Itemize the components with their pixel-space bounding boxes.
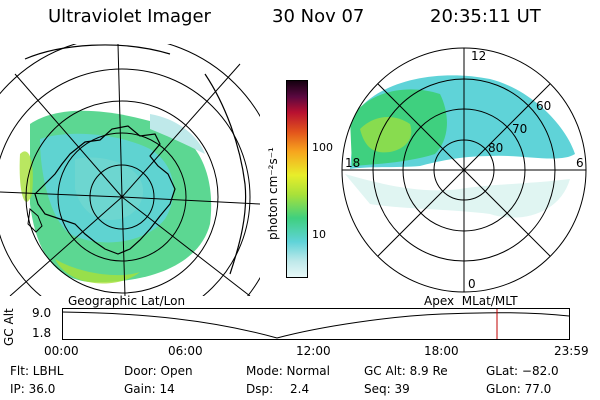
status-dsp-label: Dsp: bbox=[246, 382, 274, 396]
right-map-caption: Apex MLat/MLT bbox=[424, 294, 518, 308]
track-xtick-2359: 23:59 bbox=[554, 344, 589, 358]
status-filter: Flt: LBHL bbox=[10, 364, 64, 378]
track-xtick-0000: 00:00 bbox=[44, 344, 79, 358]
status-seq: Seq: 39 bbox=[364, 382, 410, 396]
time-label: 20:35:11 UT bbox=[430, 6, 541, 27]
status-gc-alt: GC Alt: 8.9 Re bbox=[364, 364, 448, 378]
status-door: Door: Open bbox=[124, 364, 193, 378]
mlt-label-18: 18 bbox=[345, 156, 360, 170]
geographic-map bbox=[0, 44, 260, 296]
magnetic-map: 12 0 18 6 60 70 80 bbox=[341, 47, 587, 293]
mlat-label-60: 60 bbox=[536, 99, 551, 113]
mlat-label-70: 70 bbox=[512, 122, 527, 136]
orbit-track-plot bbox=[62, 308, 570, 340]
status-gain: Gain: 14 bbox=[124, 382, 175, 396]
status-glon: GLon: 77.0 bbox=[486, 382, 552, 396]
track-ytick-9: 9.0 bbox=[32, 306, 52, 320]
mlt-label-12: 12 bbox=[471, 49, 486, 63]
colorbar-tick-100: 100 bbox=[312, 141, 333, 154]
status-ip: IP: 36.0 bbox=[10, 382, 56, 396]
track-xtick-0600: 06:00 bbox=[168, 344, 203, 358]
status-mode: Mode: Normal bbox=[246, 364, 330, 378]
date-label: 30 Nov 07 bbox=[272, 6, 365, 27]
status-dsp-value: 2.4 bbox=[290, 382, 310, 396]
altitude-curve bbox=[62, 311, 570, 339]
mlt-label-6: 6 bbox=[576, 156, 584, 170]
left-map-caption: Geographic Lat/Lon bbox=[68, 294, 186, 308]
coastline bbox=[34, 125, 176, 255]
colorbar-unit-label: photon cm⁻²s⁻¹ bbox=[266, 147, 280, 240]
track-xtick-1800: 18:00 bbox=[424, 344, 459, 358]
status-glat: GLat: −82.0 bbox=[486, 364, 559, 378]
track-xtick-1200: 12:00 bbox=[296, 344, 331, 358]
mlt-label-0: 0 bbox=[468, 277, 476, 291]
app-title: Ultraviolet Imager bbox=[48, 6, 211, 27]
colorbar bbox=[286, 80, 308, 278]
mlat-label-80: 80 bbox=[488, 141, 503, 155]
track-ytick-1.8: 1.8 bbox=[32, 326, 52, 340]
track-axis-label: GC Alt bbox=[2, 308, 16, 346]
colorbar-tick-10: 10 bbox=[312, 228, 326, 241]
